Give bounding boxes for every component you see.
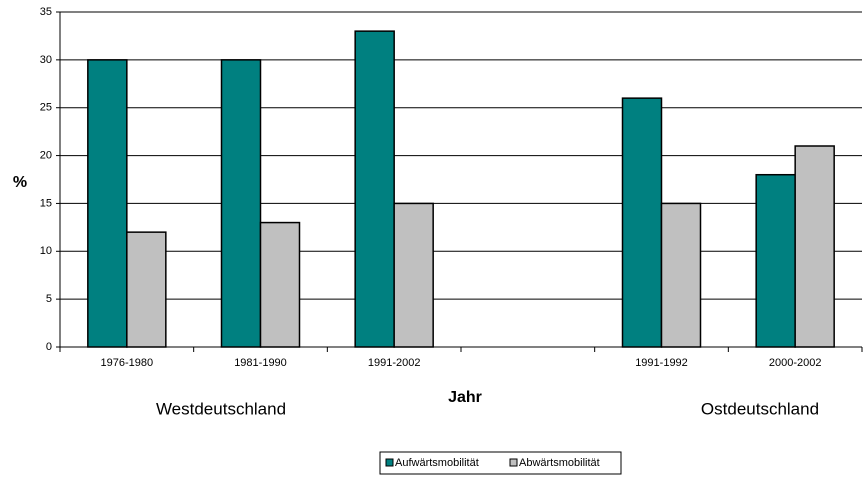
x-tick-label: 1991-2002 (368, 357, 421, 369)
x-tick-label: 1976-1980 (101, 357, 154, 369)
x-tick-label: 1991-1992 (635, 357, 688, 369)
y-tick-label: 25 (40, 102, 52, 114)
bar (354, 30, 395, 348)
x-tick-label: 1981-1990 (234, 357, 287, 369)
legend-swatch (385, 458, 394, 467)
group-label: Ostdeutschland (701, 399, 819, 418)
bar (220, 59, 262, 348)
legend-label: Aufwärtsmobilität (395, 457, 479, 469)
legend-box (379, 451, 622, 475)
y-tick-label: 10 (40, 245, 52, 257)
y-tick-label: 35 (40, 6, 52, 18)
bar (259, 221, 301, 348)
x-axis-label: Jahr (448, 389, 482, 406)
bar (794, 145, 835, 348)
y-tick-label: 15 (40, 197, 52, 209)
x-tick-label: 2000-2002 (769, 357, 822, 369)
bar (126, 231, 167, 348)
bar (393, 202, 434, 348)
y-tick-label: 30 (40, 54, 52, 66)
y-tick-label: 5 (46, 293, 52, 305)
legend-label: Abwärtsmobilität (519, 457, 600, 469)
bar (87, 59, 128, 348)
bar (621, 97, 663, 348)
group-label: Westdeutschland (156, 399, 286, 418)
y-axis-label: % (13, 174, 27, 191)
y-tick-label: 20 (40, 149, 52, 161)
bar (660, 202, 702, 348)
y-tick-label: 0 (46, 341, 52, 353)
legend-swatch (509, 458, 518, 467)
bar (755, 173, 796, 348)
